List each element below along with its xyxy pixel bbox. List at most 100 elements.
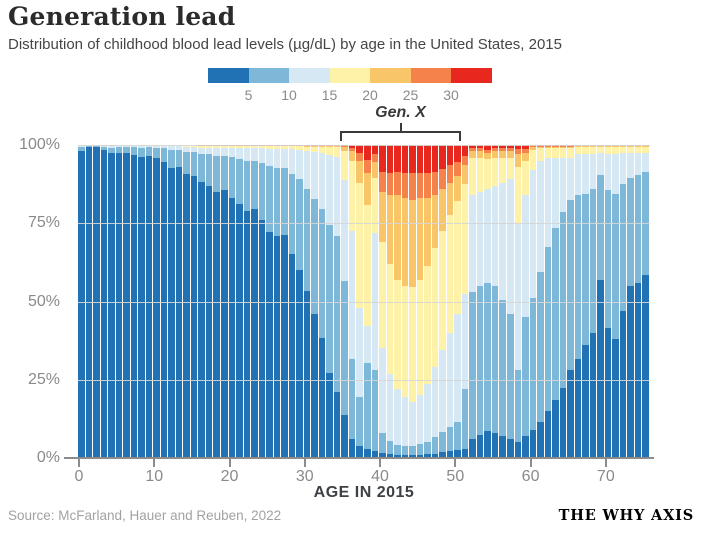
x-tick-label-70: 70 xyxy=(596,468,615,485)
bar-segment-<5 xyxy=(634,282,642,458)
bar-segment-5-10 xyxy=(130,146,138,156)
bar-segment-<5 xyxy=(552,400,559,458)
bar-segment-30+ xyxy=(386,145,394,174)
bar-segment-10-15 xyxy=(627,152,634,178)
bar-segment-30+ xyxy=(469,145,476,149)
bar-segment-25-30 xyxy=(507,148,514,152)
bar-segment-5-10 xyxy=(78,146,85,152)
bar-segment-15-20 xyxy=(491,157,499,186)
bar-segment-5-10 xyxy=(138,147,145,158)
bar-segment-10-15 xyxy=(356,308,363,398)
bar-segment-<5 xyxy=(311,314,318,458)
bar-segment-15-20 xyxy=(198,146,205,148)
bar-segment-10-15 xyxy=(559,157,567,213)
bar-segment-10-15 xyxy=(476,191,484,286)
bar-segment-20-25 xyxy=(364,173,371,205)
bar-segment-15-20 xyxy=(326,146,333,155)
bar-segment-15-20 xyxy=(627,146,634,153)
x-tick-0 xyxy=(78,459,80,467)
bar-segment-20-25 xyxy=(379,191,386,243)
bar-segment-15-20 xyxy=(439,231,446,351)
bar-segment-15-20 xyxy=(424,265,431,385)
bar-segment-20-25 xyxy=(559,146,567,149)
bar-segment-<5 xyxy=(123,153,130,458)
bar-segment-10-15 xyxy=(469,195,476,293)
bar-segment-10-15 xyxy=(642,152,649,172)
bar-segment-20-25 xyxy=(371,162,379,178)
bar-segment-<5 xyxy=(333,392,341,458)
bar-segment-10-15 xyxy=(597,152,604,175)
bar-segment-10-15 xyxy=(574,154,582,196)
bar-segment-<5 xyxy=(228,197,236,458)
bar-segment-<5 xyxy=(153,158,160,458)
bar-segment-5-10 xyxy=(416,444,424,455)
bar-segment-30+ xyxy=(514,145,522,150)
bar-segment-30+ xyxy=(439,145,446,169)
bar-segment-10-15 xyxy=(567,157,574,200)
bar-segment-10-15 xyxy=(221,147,228,156)
bar-segment-10-15 xyxy=(303,151,311,190)
bar-segment-<5 xyxy=(537,422,544,458)
bar-segment-5-10 xyxy=(491,285,499,433)
source-note: Source: McFarland, Hauer and Reuben, 202… xyxy=(8,508,282,523)
bar-segment-15-20 xyxy=(303,146,311,152)
bar-segment-20-25 xyxy=(386,195,394,264)
bar-segment-20-25 xyxy=(333,146,341,148)
bar-segment-5-10 xyxy=(326,224,333,373)
bar-segment-5-10 xyxy=(431,437,439,454)
bar-segment-15-20 xyxy=(258,146,266,149)
bar-segment-20-25 xyxy=(348,150,356,161)
genx-bracket xyxy=(399,123,402,131)
bar-segment-5-10 xyxy=(514,370,522,443)
bar-segment-<5 xyxy=(386,454,394,458)
brand-logo: THE WHY AXIS xyxy=(558,507,694,524)
bar-segment-<5 xyxy=(379,453,386,458)
bar-segment-10-15 xyxy=(183,146,190,152)
bar-segment-5-10 xyxy=(160,148,168,162)
bar-segment-<5 xyxy=(341,414,348,458)
bar-segment-30+ xyxy=(379,145,386,172)
bar-segment-15-20 xyxy=(296,146,303,151)
bar-segment-<5 xyxy=(348,438,356,458)
bar-segment-15-20 xyxy=(318,146,326,153)
bar-segment-20-25 xyxy=(476,151,484,158)
bar-segment-15-20 xyxy=(205,146,213,148)
bar-segment-25-30 xyxy=(469,148,476,152)
zero-tick xyxy=(64,457,74,459)
bar-segment-15-20 xyxy=(612,146,619,155)
bar-segment-<5 xyxy=(439,452,446,458)
bar-segment-5-10 xyxy=(574,195,582,360)
bar-segment-<5 xyxy=(213,191,220,458)
bar-segment-20-25 xyxy=(642,145,649,147)
bar-segment-15-20 xyxy=(364,204,371,326)
bar-segment-5-10 xyxy=(379,432,386,453)
bar-segment-25-30 xyxy=(499,148,506,152)
bar-segment-<5 xyxy=(401,454,409,458)
bar-segment-15-20 xyxy=(288,146,296,150)
bar-segment-15-20 xyxy=(409,287,416,402)
bar-segment-15-20 xyxy=(273,146,281,149)
gridline-75 xyxy=(78,223,650,225)
bar-segment-<5 xyxy=(138,157,145,458)
bar-segment-<5 xyxy=(198,181,205,458)
bar-segment-10-15 xyxy=(205,147,213,155)
bar-segment-15-20 xyxy=(582,146,589,155)
bar-segment-<5 xyxy=(145,155,153,458)
bar-segment-<5 xyxy=(318,338,326,458)
y-axis-label-100: 100% xyxy=(19,136,60,153)
bar-segment-10-15 xyxy=(499,182,506,300)
bar-segment-25-30 xyxy=(348,147,356,151)
bar-segment-15-20 xyxy=(522,160,529,196)
bar-segment-<5 xyxy=(461,448,469,458)
bar-segment-<5 xyxy=(642,274,649,458)
bar-segment-10-15 xyxy=(138,145,145,148)
bar-segment-10-15 xyxy=(251,148,258,161)
bar-segment-<5 xyxy=(491,432,499,458)
bar-segment-15-20 xyxy=(499,157,506,183)
bar-segment-20-25 xyxy=(454,176,461,202)
bar-segment-10-15 xyxy=(371,232,379,370)
bar-segment-20-25 xyxy=(604,145,612,147)
bar-segment-<5 xyxy=(507,439,514,458)
bar-segment-15-20 xyxy=(281,146,288,149)
bar-segment-15-20 xyxy=(552,148,559,158)
